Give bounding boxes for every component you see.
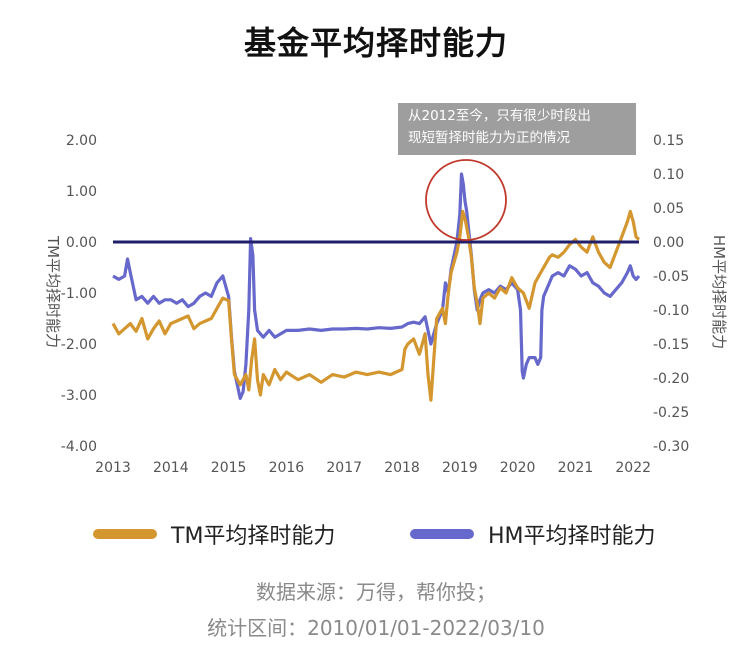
right-tick-label: -0.20 [653, 371, 689, 387]
legend-swatch-tm [93, 529, 157, 539]
source-line-1: 数据来源：万得，帮你投； [256, 580, 496, 604]
right-tick-label: 0.15 [653, 133, 684, 149]
right-tick-label: -0.05 [653, 269, 689, 285]
x-tick-label: 2016 [269, 460, 305, 476]
x-tick-label: 2022 [615, 460, 651, 476]
right-tick-label: 0.05 [653, 201, 684, 217]
x-axis-ticks: 2013 2014 2015 2016 2017 2018 2019 2020 2021 2022 [95, 460, 651, 476]
left-axis-ticks: 2.00 1.00 0.00 -1.00 -2.00 -3.00 -4.00 [61, 133, 97, 455]
x-tick-label: 2017 [326, 460, 362, 476]
annotation-box: 从2012至今，只有很少时段出 现短暂择时能力为正的情况 [398, 103, 636, 155]
legend-swatch-hm [410, 529, 474, 539]
annotation-line-1: 从2012至今，只有很少时段出 [408, 108, 591, 124]
left-axis-label: TM平均择时能力 [44, 235, 62, 348]
left-tick-label: -1.00 [61, 286, 97, 302]
right-tick-label: 0.10 [653, 167, 684, 183]
annotation-line-2: 现短暂择时能力为正的情况 [408, 130, 570, 146]
right-axis-label: HM平均择时能力 [710, 235, 728, 349]
left-tick-label: -3.00 [61, 388, 97, 404]
left-tick-label: -4.00 [61, 439, 97, 455]
right-tick-label: -0.25 [653, 405, 689, 421]
left-tick-label: 0.00 [66, 235, 97, 251]
left-tick-label: -2.00 [61, 337, 97, 353]
x-tick-label: 2018 [384, 460, 420, 476]
x-tick-label: 2014 [153, 460, 189, 476]
highlight-circle [425, 159, 507, 241]
tm-series-line [111, 209, 641, 402]
legend-label-hm: HM平均择时能力 [488, 524, 656, 549]
right-axis-ticks: 0.15 0.10 0.05 0.00 -0.05 -0.10 -0.15 -0.20 -0.2… [653, 133, 689, 455]
legend-item-hm: HM平均择时能力 [410, 518, 656, 550]
x-tick-label: 2015 [211, 460, 247, 476]
right-tick-label: -0.15 [653, 337, 689, 353]
right-tick-label: 0.00 [653, 235, 684, 251]
x-tick-label: 2021 [558, 460, 594, 476]
right-tick-label: -0.30 [653, 439, 689, 455]
x-tick-label: 2013 [95, 460, 131, 476]
source-line-2: 统计区间：2010/01/01-2022/03/10 [207, 616, 545, 640]
legend-item-tm: TM平均择时能力 [93, 518, 335, 550]
right-tick-label: -0.10 [653, 303, 689, 319]
x-tick-label: 2020 [500, 460, 536, 476]
left-tick-label: 2.00 [66, 133, 97, 149]
hm-series-line [112, 172, 641, 400]
x-tick-label: 2019 [442, 460, 478, 476]
chart-title: 基金平均择时能力 [243, 24, 508, 62]
left-tick-label: 1.00 [66, 184, 97, 200]
series-layer [111, 172, 641, 402]
legend-label-tm: TM平均择时能力 [171, 524, 336, 549]
